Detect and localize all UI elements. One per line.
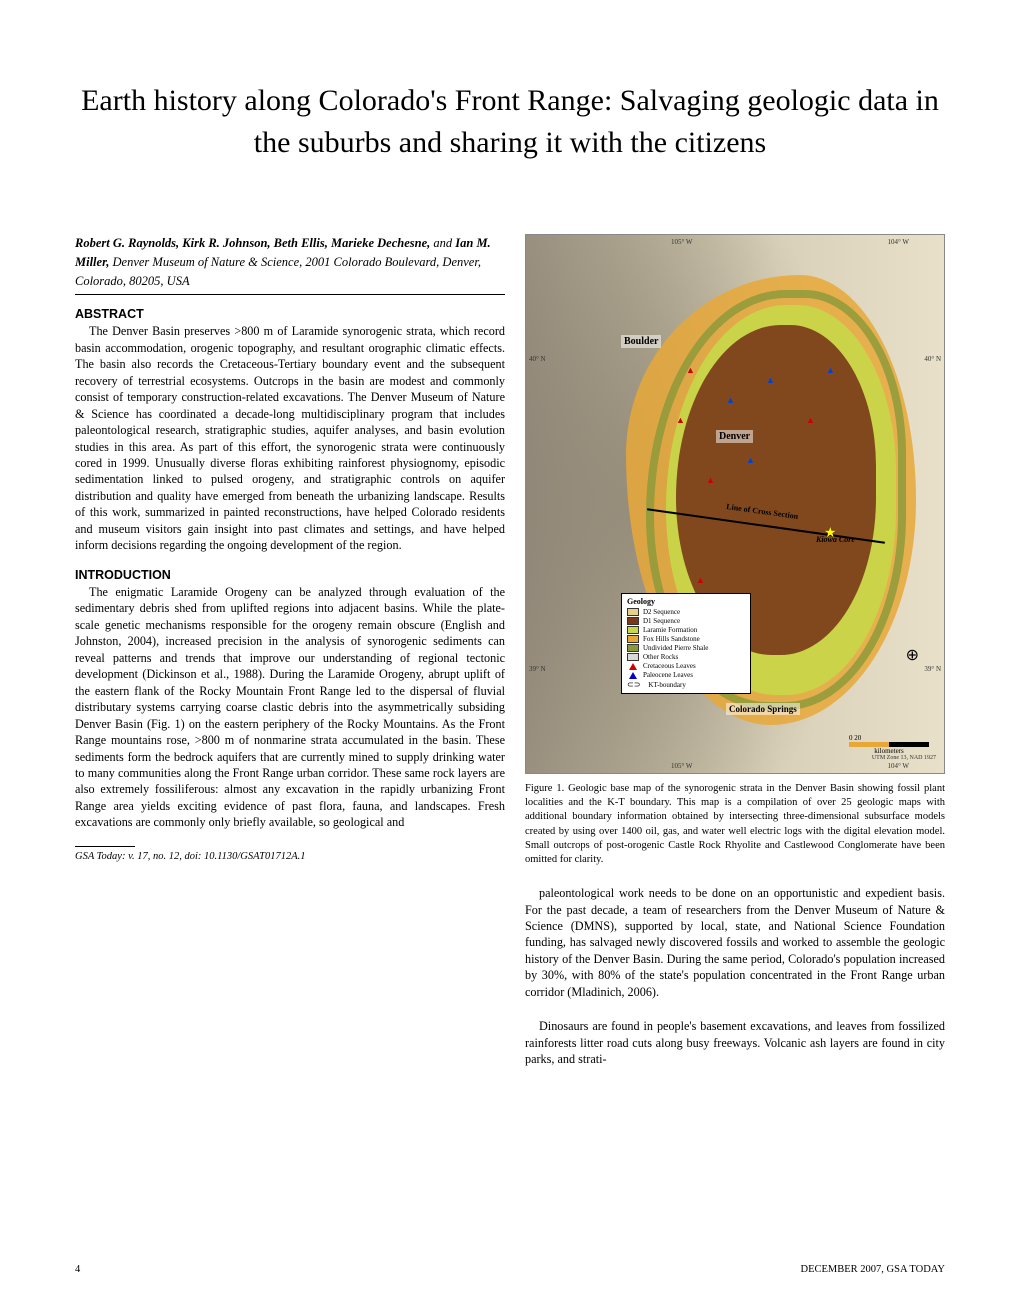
- left-column: Robert G. Raynolds, Kirk R. Johnson, Bet…: [75, 234, 505, 1068]
- map-legend: Geology D2 SequenceD1 SequenceLaramie Fo…: [621, 593, 751, 694]
- leaf-marker: ▲: [726, 395, 735, 405]
- legend-marker-row: ⊂⊃ KT-boundary: [627, 680, 745, 689]
- legend-marker-row: Paleocene Leaves: [627, 671, 745, 679]
- city-boulder: Boulder: [621, 335, 661, 348]
- coord-lon-w-bot: 105° W: [671, 762, 693, 770]
- coord-lon-w-top: 105° W: [671, 238, 693, 246]
- leaf-marker: ▲: [676, 415, 685, 425]
- legend-marker-label: KT-boundary: [648, 681, 685, 689]
- legend-label: D1 Sequence: [643, 617, 680, 625]
- coord-lat-n-l: 40° N: [529, 355, 546, 363]
- figure-caption: Figure 1. Geologic base map of the synor…: [525, 782, 945, 867]
- triangle-icon: [629, 663, 637, 670]
- legend-swatch: [627, 644, 639, 652]
- legend-label: Other Rocks: [643, 653, 678, 661]
- legend-swatch: [627, 608, 639, 616]
- leaf-marker: ▲: [696, 575, 705, 585]
- abstract-heading: ABSTRACT: [75, 307, 505, 321]
- legend-swatch: [627, 653, 639, 661]
- footnote: GSA Today: v. 17, no. 12, doi: 10.1130/G…: [75, 851, 505, 862]
- city-springs: Colorado Springs: [726, 703, 800, 715]
- legend-swatch: [627, 617, 639, 625]
- authors-block: Robert G. Raynolds, Kirk R. Johnson, Bet…: [75, 234, 505, 290]
- authors-main: Robert G. Raynolds, Kirk R. Johnson, Bet…: [75, 236, 430, 250]
- legend-row: Laramie Formation: [627, 626, 745, 634]
- legend-marker-row: Cretaceous Leaves: [627, 662, 745, 670]
- leaf-marker: ▲: [706, 475, 715, 485]
- introduction-section: INTRODUCTION The enigmatic Laramide Orog…: [75, 568, 505, 831]
- legend-row: Undivided Pierre Shale: [627, 644, 745, 652]
- figure-1: ▲ ▲ ▲ ▲ ▲ ▲ ▲ ▲ ▲ Boulder Denver Colorad…: [525, 234, 945, 867]
- legend-swatch: [627, 635, 639, 643]
- kt-boundary-icon: ⊂⊃: [627, 680, 640, 689]
- leaf-marker: ▲: [806, 415, 815, 425]
- north-arrow-icon: ⊕: [906, 645, 919, 665]
- geologic-map: ▲ ▲ ▲ ▲ ▲ ▲ ▲ ▲ ▲ Boulder Denver Colorad…: [525, 234, 945, 774]
- right-column: ▲ ▲ ▲ ▲ ▲ ▲ ▲ ▲ ▲ Boulder Denver Colorad…: [525, 234, 945, 1068]
- legend-label: Laramie Formation: [643, 626, 697, 634]
- page-number: 4: [75, 1264, 80, 1275]
- footer-right: DECEMBER 2007, GSA TODAY: [801, 1264, 946, 1275]
- abstract-text: The Denver Basin preserves >800 m of Lar…: [75, 323, 505, 554]
- authors-rule: [75, 294, 505, 295]
- triangle-icon: [629, 672, 637, 679]
- page-footer: 4 DECEMBER 2007, GSA TODAY: [75, 1264, 945, 1275]
- legend-title: Geology: [627, 597, 745, 606]
- scale-bar: 0 20 kilometers: [849, 734, 929, 748]
- coord-lat-n-r: 40° N: [924, 355, 941, 363]
- leaf-marker: ▲: [746, 455, 755, 465]
- leaf-marker: ▲: [826, 365, 835, 375]
- affiliation: Denver Museum of Nature & Science, 2001 …: [75, 255, 481, 288]
- kiowa-core-label: Kiowa Core: [816, 535, 855, 544]
- article-title: Earth history along Colorado's Front Ran…: [75, 80, 945, 164]
- city-denver: Denver: [716, 430, 753, 443]
- right-body-p1: paleontological work needs to be done on…: [525, 885, 945, 1000]
- leaf-marker: ▲: [766, 375, 775, 385]
- legend-label: Fox Hills Sandstone: [643, 635, 700, 643]
- legend-label: Undivided Pierre Shale: [643, 644, 708, 652]
- right-body-p2: Dinosaurs are found in people's basement…: [525, 1018, 945, 1067]
- coord-lon-e-bot: 104° W: [887, 762, 909, 770]
- legend-marker-label: Paleocene Leaves: [643, 671, 693, 679]
- coord-lon-e-top: 104° W: [887, 238, 909, 246]
- legend-row: Fox Hills Sandstone: [627, 635, 745, 643]
- legend-label: D2 Sequence: [643, 608, 680, 616]
- utm-label: UTM Zone 13, NAD 1927: [872, 755, 936, 761]
- scale-values: 0 20: [849, 734, 929, 742]
- coord-lat-s-l: 39° N: [529, 665, 546, 673]
- scale-label: kilometers: [849, 747, 929, 755]
- legend-row: D1 Sequence: [627, 617, 745, 625]
- legend-row: D2 Sequence: [627, 608, 745, 616]
- legend-row: Other Rocks: [627, 653, 745, 661]
- leaf-marker: ▲: [686, 365, 695, 375]
- introduction-text: The enigmatic Laramide Orogeny can be an…: [75, 584, 505, 831]
- authors-connector: and: [430, 236, 455, 250]
- legend-swatch: [627, 626, 639, 634]
- footnote-rule: [75, 846, 135, 847]
- introduction-heading: INTRODUCTION: [75, 568, 505, 582]
- abstract-section: ABSTRACT The Denver Basin preserves >800…: [75, 307, 505, 554]
- content-columns: Robert G. Raynolds, Kirk R. Johnson, Bet…: [75, 234, 945, 1068]
- coord-lat-s-r: 39° N: [924, 665, 941, 673]
- legend-marker-label: Cretaceous Leaves: [643, 662, 696, 670]
